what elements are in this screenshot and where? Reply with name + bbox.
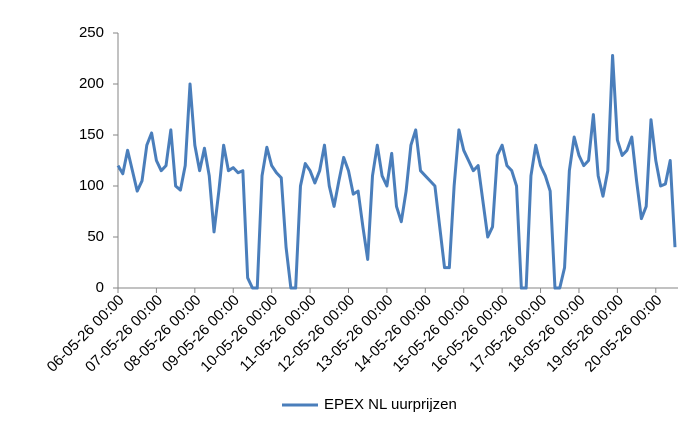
y-tick-label: 100 bbox=[79, 177, 104, 194]
y-tick-label: 200 bbox=[79, 75, 104, 92]
y-tick-label: 250 bbox=[79, 24, 104, 41]
line-series bbox=[116, 53, 677, 290]
y-tick-label: 0 bbox=[96, 279, 104, 296]
legend-label: EPEX NL uurprijzen bbox=[324, 396, 457, 413]
y-tick-label: 150 bbox=[79, 126, 104, 143]
y-tick-label: 50 bbox=[87, 228, 104, 245]
